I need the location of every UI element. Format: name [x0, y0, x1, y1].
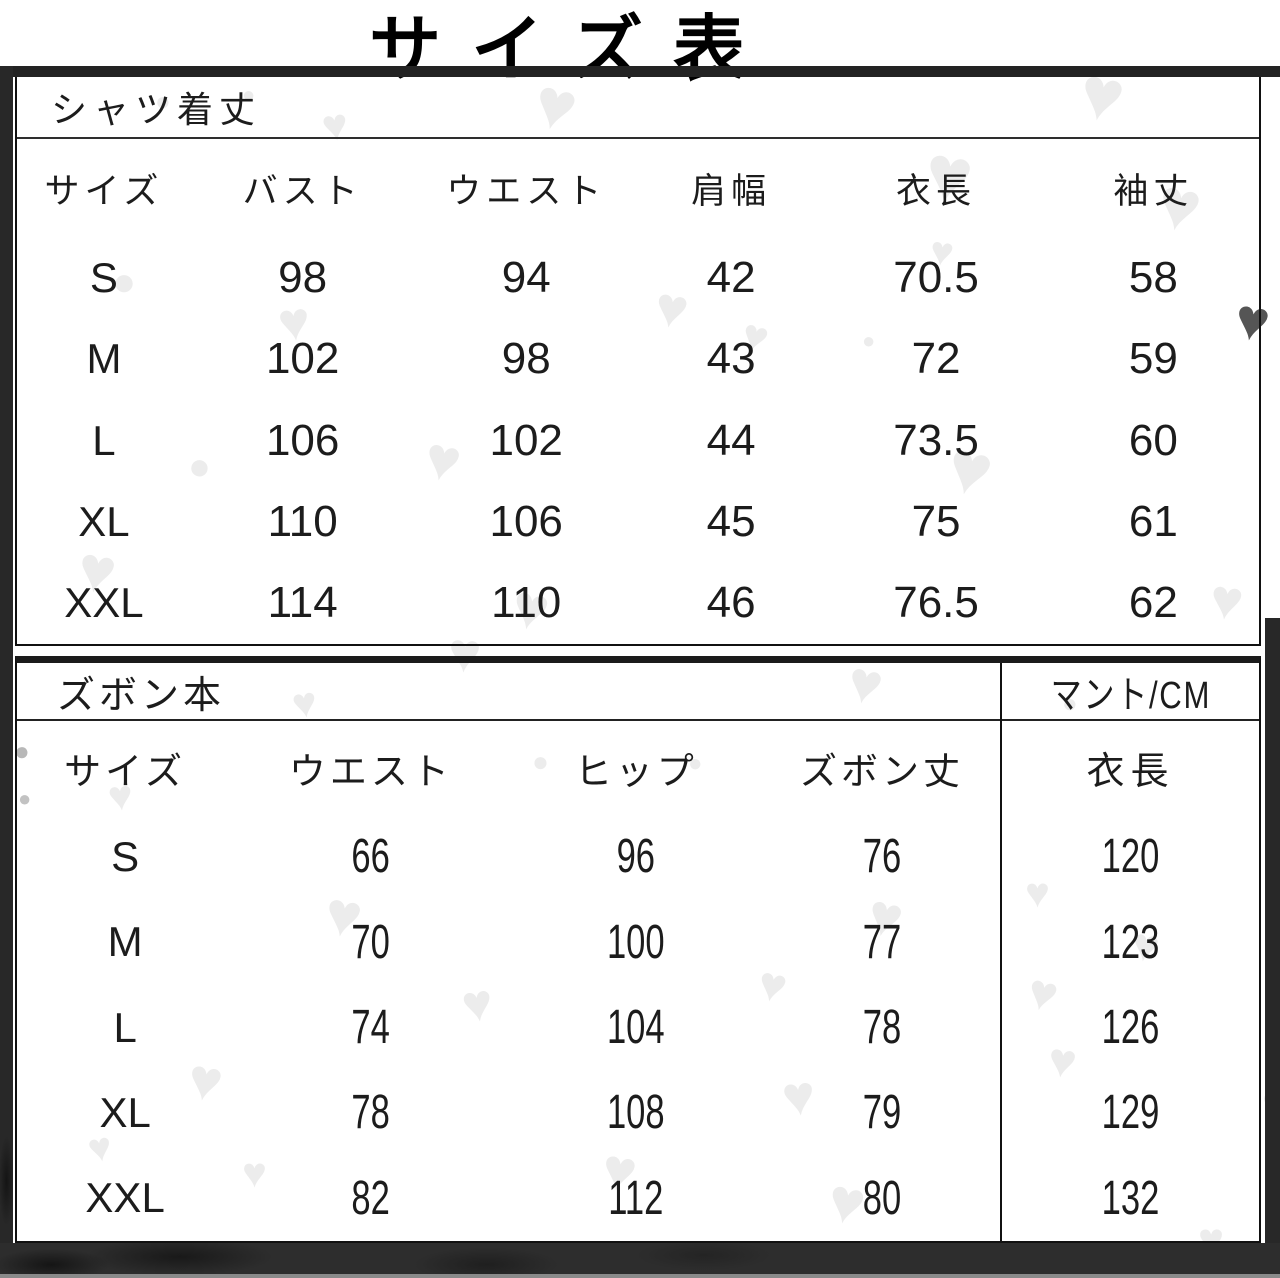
- header-cell-pants-length: ズボン丈: [800, 750, 965, 792]
- size-cell: S: [89, 253, 118, 301]
- value-cell: 61: [1128, 496, 1178, 546]
- pants-table-row-m: M 70 100 77: [17, 899, 1000, 984]
- value-cell: 104: [607, 1001, 666, 1055]
- header-cell-shoulder: 肩幅: [691, 171, 772, 211]
- value-cell: 106: [489, 496, 563, 546]
- value-cell: 77: [862, 915, 902, 969]
- value-cell: 74: [351, 1001, 391, 1055]
- value-cell: 112: [608, 1171, 664, 1225]
- pants-table-main: ズボン本 サイズ ウエスト ヒップ ズボン丈 S 66 96 76 M 70 1…: [17, 663, 1000, 1241]
- value-cell: 43: [706, 334, 756, 384]
- shirt-table-section-label: シャツ着丈: [17, 77, 1259, 139]
- value-cell: 78: [862, 1001, 902, 1055]
- value-cell: 110: [267, 496, 338, 546]
- value-cell: 58: [1128, 252, 1178, 302]
- cape-value-xl: 129: [1101, 1086, 1160, 1140]
- value-cell: 46: [706, 578, 756, 628]
- value-cell: 75: [911, 496, 961, 546]
- right-border-bar: [1265, 618, 1280, 1278]
- value-cell: 114: [267, 578, 338, 628]
- shirt-table-row-s: S 98 94 42 70.5 58: [17, 237, 1259, 318]
- shirt-table-header-row: サイズ バスト ウエスト 肩幅 衣長 袖丈: [17, 139, 1259, 237]
- cape-subheader: 衣長: [1086, 751, 1175, 793]
- size-cell: XXL: [64, 579, 144, 627]
- shirt-table-row-l: L 106 102 44 73.5 60: [17, 400, 1259, 481]
- cape-header-label: マント/CM: [1050, 674, 1211, 717]
- size-cell: M: [107, 918, 143, 966]
- size-cell: M: [86, 335, 122, 383]
- value-cell: 82: [351, 1171, 391, 1225]
- header-cell-size: サイズ: [64, 750, 187, 792]
- value-cell: 42: [706, 252, 756, 302]
- value-cell: 70: [351, 915, 391, 969]
- size-cell: L: [113, 1003, 137, 1051]
- cape-value-m: 123: [1101, 915, 1160, 969]
- value-cell: 70.5: [893, 252, 979, 302]
- value-cell: 102: [265, 334, 340, 384]
- shirt-table-row-xxl: XXL 114 110 46 76.5 62: [17, 563, 1259, 644]
- shirt-table-row-m: M 102 98 43 72 59: [17, 318, 1259, 399]
- cape-values: 120 123 126 129 132: [1002, 814, 1259, 1241]
- value-cell: 110: [491, 578, 562, 628]
- header-cell-hip: ヒップ: [574, 750, 698, 792]
- value-cell: 62: [1128, 578, 1178, 628]
- value-cell: 98: [501, 334, 551, 384]
- value-cell: 66: [351, 830, 391, 884]
- value-cell: 76.5: [893, 578, 979, 628]
- top-border-bar: [0, 66, 1280, 77]
- value-cell: 79: [862, 1086, 902, 1140]
- value-cell: 96: [617, 830, 656, 884]
- header-cell-waist: ウエスト: [446, 171, 607, 211]
- left-border-bar: [0, 66, 13, 1278]
- value-cell: 44: [706, 415, 756, 465]
- size-cell: XXL: [85, 1174, 165, 1222]
- value-cell: 59: [1128, 334, 1178, 384]
- cape-value-l: 126: [1101, 1001, 1160, 1055]
- cape-header: マント/CM: [1002, 663, 1259, 721]
- size-cell: XL: [78, 497, 130, 545]
- value-cell: 108: [607, 1086, 666, 1140]
- pants-table-row-xl: XL 78 108 79: [17, 1070, 1000, 1155]
- value-cell: 78: [351, 1086, 391, 1140]
- pants-table-row-s: S 66 96 76: [17, 814, 1000, 899]
- bottom-border-bar: [0, 1243, 1280, 1278]
- header-cell-length: 衣長: [896, 171, 977, 211]
- size-cell: L: [92, 416, 116, 464]
- pants-table-row-xxl: XXL 82 112 80: [17, 1156, 1000, 1241]
- value-cell: 45: [706, 496, 756, 546]
- header-cell-sleeve: 袖丈: [1113, 171, 1194, 211]
- value-cell: 106: [265, 415, 340, 465]
- pants-table-row-l: L 74 104 78: [17, 985, 1000, 1070]
- cape-value-xxl: 132: [1101, 1171, 1160, 1225]
- pants-table-section-label: ズボン本: [17, 663, 1000, 721]
- value-cell: 60: [1128, 415, 1178, 465]
- shirt-table-row-xl: XL 110 106 45 75 61: [17, 481, 1259, 562]
- value-cell: 72: [911, 334, 961, 384]
- value-cell: 73.5: [893, 415, 979, 465]
- value-cell: 100: [607, 915, 666, 969]
- value-cell: 80: [862, 1171, 902, 1225]
- shirt-size-table: シャツ着丈 サイズ バスト ウエスト 肩幅 衣長 袖丈 S 98 94 42 7…: [15, 77, 1261, 646]
- header-cell-bust: バスト: [242, 171, 363, 211]
- pants-size-table: ズボン本 サイズ ウエスト ヒップ ズボン丈 S 66 96 76 M 70 1…: [15, 656, 1261, 1243]
- value-cell: 76: [862, 830, 902, 884]
- pants-table-header-row: サイズ ウエスト ヒップ ズボン丈: [17, 721, 1000, 814]
- cape-value-s: 120: [1101, 830, 1160, 884]
- header-cell-size: サイズ: [44, 171, 164, 211]
- header-cell-waist: ウエスト: [288, 750, 453, 792]
- size-cell: S: [111, 832, 140, 880]
- size-cell: XL: [99, 1088, 151, 1136]
- cape-column: マント/CM 衣長 120 123 126 129 132: [1000, 663, 1259, 1241]
- value-cell: 102: [489, 415, 563, 465]
- value-cell: 98: [278, 252, 328, 302]
- value-cell: 94: [501, 252, 551, 302]
